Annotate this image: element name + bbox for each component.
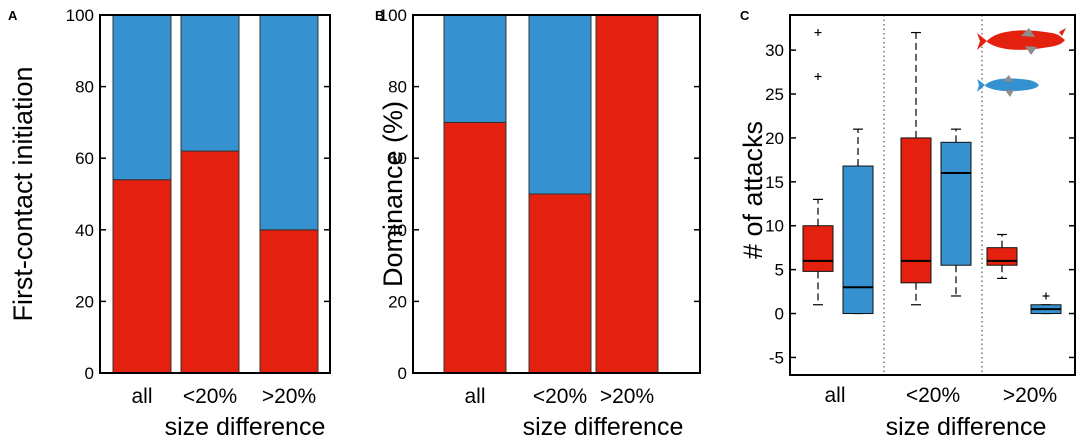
bar-b-blue-0	[443, 14, 507, 123]
x-tick-label: <20%	[533, 385, 587, 408]
box-iqr	[842, 165, 874, 315]
bar-a-blue-2	[259, 14, 319, 231]
y-tick-label: 20	[388, 292, 407, 311]
x-axis-title: size difference	[523, 413, 684, 441]
x-tick-label: >20%	[262, 385, 316, 408]
fish-fins	[1021, 28, 1037, 55]
y-axis-title: Dominance (%)	[378, 101, 408, 287]
panel-b: B 0 20 40 60 80 100 all <20% >20% size difference D…	[375, 6, 701, 441]
y-tick-label: 25	[765, 85, 784, 104]
fish-tail	[977, 79, 985, 92]
fish-body	[985, 78, 1039, 92]
box-red-0	[802, 29, 834, 306]
y-tick-label: 100	[379, 6, 407, 25]
box-red-1	[900, 31, 932, 306]
bar-b-blue-1	[528, 14, 592, 195]
bar-b-red-0	[443, 121, 507, 374]
box-blue-0	[842, 128, 874, 315]
fish-fins	[1003, 75, 1014, 97]
y-tick-label: 20	[75, 292, 94, 311]
y-tick-label: 5	[775, 261, 784, 280]
plot-frame-b	[412, 14, 701, 374]
x-tick-label: all	[824, 384, 845, 407]
panel-c: C -5 0 5 10 15 20 25 30 all <20% >20% size differenc…	[738, 8, 1076, 441]
panel-b-label: B	[375, 8, 384, 23]
box-blue-2	[1030, 292, 1062, 315]
bar-b-red-1	[528, 193, 592, 374]
y-tick-label: 20	[765, 129, 784, 148]
y-tick-label: 80	[388, 78, 407, 97]
bar-a-blue-0	[112, 14, 172, 181]
box-red-2	[986, 233, 1018, 280]
y-tick-label: 30	[765, 41, 784, 60]
panel-c-label: C	[740, 8, 750, 23]
box-iqr	[940, 141, 972, 266]
x-tick-label: all	[131, 385, 152, 408]
x-axis-title: size difference	[886, 413, 1047, 441]
bar-a-red-2	[259, 229, 319, 374]
y-tick-label: 80	[75, 78, 94, 97]
fish-body	[987, 30, 1065, 50]
y-tick-label: 100	[66, 6, 94, 25]
x-tick-label: <20%	[183, 385, 237, 408]
y-tick-label: 60	[75, 149, 94, 168]
y-axis-title: First-contact initiation	[8, 66, 38, 321]
y-tick-label: -5	[769, 348, 784, 367]
y-tick-label: 60	[388, 149, 407, 168]
bar-b-red-2	[595, 14, 659, 374]
bar-a-blue-1	[180, 14, 240, 152]
plot-frame-c	[789, 14, 1076, 376]
box-iqr	[900, 137, 932, 284]
legend-fish-blue-icon	[977, 75, 1039, 97]
bar-a-red-1	[180, 150, 240, 374]
outlier-marker	[814, 72, 822, 80]
y-tick-label: 0	[85, 364, 94, 383]
fish-tail	[977, 33, 987, 50]
fish-snout	[1059, 28, 1066, 36]
plot-frame-a	[99, 14, 331, 374]
x-tick-label: >20%	[1003, 384, 1057, 407]
y-tick-label: 0	[775, 305, 784, 324]
bar-a-red-0	[112, 179, 172, 374]
x-tick-label: <20%	[906, 384, 960, 407]
box-blue-1	[940, 128, 972, 297]
y-tick-label: 10	[765, 217, 784, 236]
y-axis-title: # of attacks	[738, 121, 768, 259]
box-iqr	[986, 247, 1018, 266]
y-tick-label: 40	[75, 221, 94, 240]
x-tick-label: >20%	[600, 385, 654, 408]
outlier-marker	[1042, 292, 1050, 300]
panel-a-label: A	[8, 8, 18, 23]
x-axis-title: size difference	[165, 413, 326, 441]
x-tick-label: all	[464, 385, 485, 408]
panel-a: A 0 20 40 60 80 100 all <20% >20% size difference F…	[8, 6, 331, 441]
y-tick-label: 40	[388, 221, 407, 240]
box-iqr	[802, 225, 834, 272]
legend-fish-red-icon	[977, 28, 1066, 55]
y-tick-label: 15	[765, 173, 784, 192]
y-tick-label: 0	[398, 364, 407, 383]
outlier-marker	[814, 29, 822, 37]
